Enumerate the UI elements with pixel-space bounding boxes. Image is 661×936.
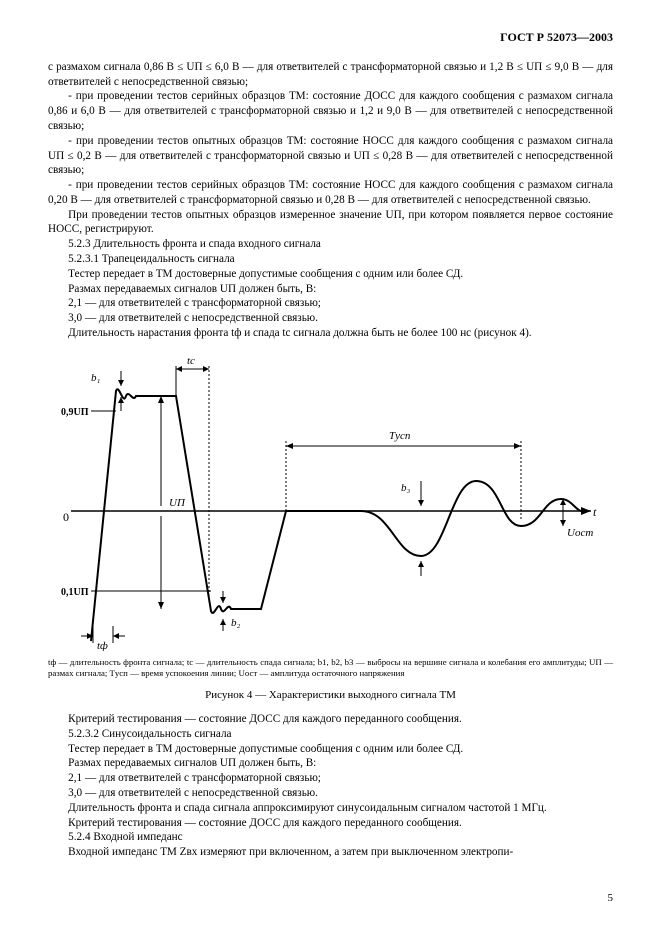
section-5-2-3-1: 5.2.3.1 Трапецеидальность сигнала [48, 252, 613, 267]
page-number: 5 [608, 891, 614, 906]
u01-label: 0,1UП [61, 587, 89, 598]
paragraph: Размах передаваемых сигналов UП должен б… [48, 282, 613, 297]
paragraph: 2,1 — для ответвителей с трансформаторно… [48, 296, 613, 311]
figure-title: Рисунок 4 — Характеристики выходного сиг… [48, 688, 613, 703]
paragraph: Входной импеданс ТМ Zвх измеряют при вкл… [48, 845, 613, 860]
paragraph: Длительность фронта и спада сигнала аппр… [48, 801, 613, 816]
zero-label: 0 [63, 510, 69, 524]
paragraph: При проведении тестов опытных образцов и… [48, 208, 613, 238]
tusp-label: Tусп [389, 430, 411, 442]
ts-label: tс [187, 355, 195, 367]
section-5-2-3-2: 5.2.3.2 Синусоидальность сигнала [48, 727, 613, 742]
paragraph: Тестер передает в ТМ достоверные допусти… [48, 742, 613, 757]
paragraph: 3,0 — для ответвителей с непосредственно… [48, 786, 613, 801]
paragraph: Длительность нарастания фронта tф и спад… [48, 326, 613, 341]
paragraph: 3,0 — для ответвителей с непосредственно… [48, 311, 613, 326]
paragraph: Размах передаваемых сигналов UП должен б… [48, 756, 613, 771]
figure-4: t 0 0,9UП 0,1UП b₁ b₂ [61, 351, 601, 651]
paragraph: с размахом сигнала 0,86 В ≤ UП ≤ 6,0 В —… [48, 60, 613, 90]
paragraph: Критерий тестирования — состояние ДОСС д… [48, 712, 613, 727]
paragraph: Критерий тестирования — состояние ДОСС д… [48, 816, 613, 831]
section-5-2-3: 5.2.3 Длительность фронта и спада входно… [48, 237, 613, 252]
u09-label: 0,9UП [61, 407, 89, 418]
b3-label: b₃ [401, 482, 411, 494]
section-5-2-4: 5.2.4 Входной импеданс [48, 830, 613, 845]
paragraph: - при проведении тестов серийных образцо… [48, 178, 613, 208]
uost-label: Uост [567, 527, 593, 539]
figure-caption: tф — длительность фронта сигнала; tс — д… [48, 657, 613, 680]
paragraph: 2,1 — для ответвителей с трансформаторно… [48, 771, 613, 786]
up-label: UП [169, 497, 186, 509]
paragraph: - при проведении тестов серийных образцо… [48, 89, 613, 133]
doc-standard-header: ГОСТ Р 52073—2003 [48, 30, 613, 46]
b2-label: b₂ [231, 617, 241, 629]
paragraph: Тестер передает в ТМ достоверные допусти… [48, 267, 613, 282]
paragraph: - при проведении тестов опытных образцов… [48, 134, 613, 178]
tf-label: tф [97, 640, 108, 651]
b1-label: b₁ [91, 372, 101, 384]
axis-t-label: t [593, 505, 597, 519]
